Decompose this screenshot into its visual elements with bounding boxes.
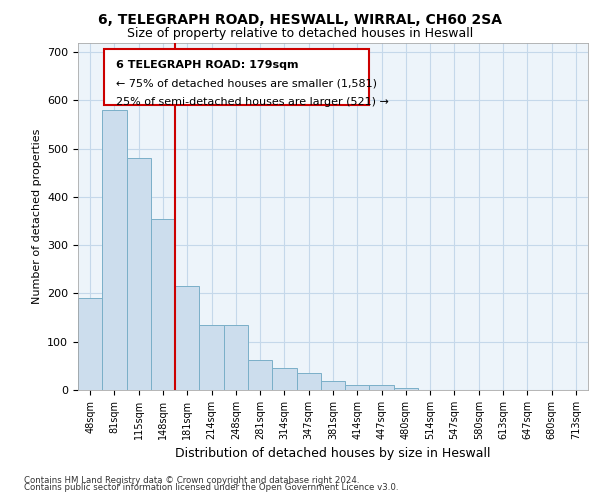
Text: 6, TELEGRAPH ROAD, HESWALL, WIRRAL, CH60 2SA: 6, TELEGRAPH ROAD, HESWALL, WIRRAL, CH60… — [98, 12, 502, 26]
Bar — [151, 218, 175, 390]
Bar — [175, 286, 199, 390]
Bar — [296, 373, 321, 390]
Text: 6 TELEGRAPH ROAD: 179sqm: 6 TELEGRAPH ROAD: 179sqm — [116, 60, 299, 70]
Bar — [345, 385, 370, 390]
Text: Contains public sector information licensed under the Open Government Licence v3: Contains public sector information licen… — [24, 484, 398, 492]
Y-axis label: Number of detached properties: Number of detached properties — [32, 128, 41, 304]
Bar — [127, 158, 151, 390]
X-axis label: Distribution of detached houses by size in Heswall: Distribution of detached houses by size … — [175, 448, 491, 460]
Bar — [370, 385, 394, 390]
Bar — [78, 298, 102, 390]
Text: Size of property relative to detached houses in Heswall: Size of property relative to detached ho… — [127, 28, 473, 40]
Text: Contains HM Land Registry data © Crown copyright and database right 2024.: Contains HM Land Registry data © Crown c… — [24, 476, 359, 485]
FancyBboxPatch shape — [104, 50, 368, 105]
Bar — [394, 388, 418, 390]
Bar — [248, 360, 272, 390]
Bar — [272, 368, 296, 390]
Bar — [224, 325, 248, 390]
Bar — [199, 325, 224, 390]
Text: 25% of semi-detached houses are larger (521) →: 25% of semi-detached houses are larger (… — [116, 96, 389, 106]
Bar — [321, 382, 345, 390]
Text: ← 75% of detached houses are smaller (1,581): ← 75% of detached houses are smaller (1,… — [116, 78, 377, 88]
Bar — [102, 110, 127, 390]
